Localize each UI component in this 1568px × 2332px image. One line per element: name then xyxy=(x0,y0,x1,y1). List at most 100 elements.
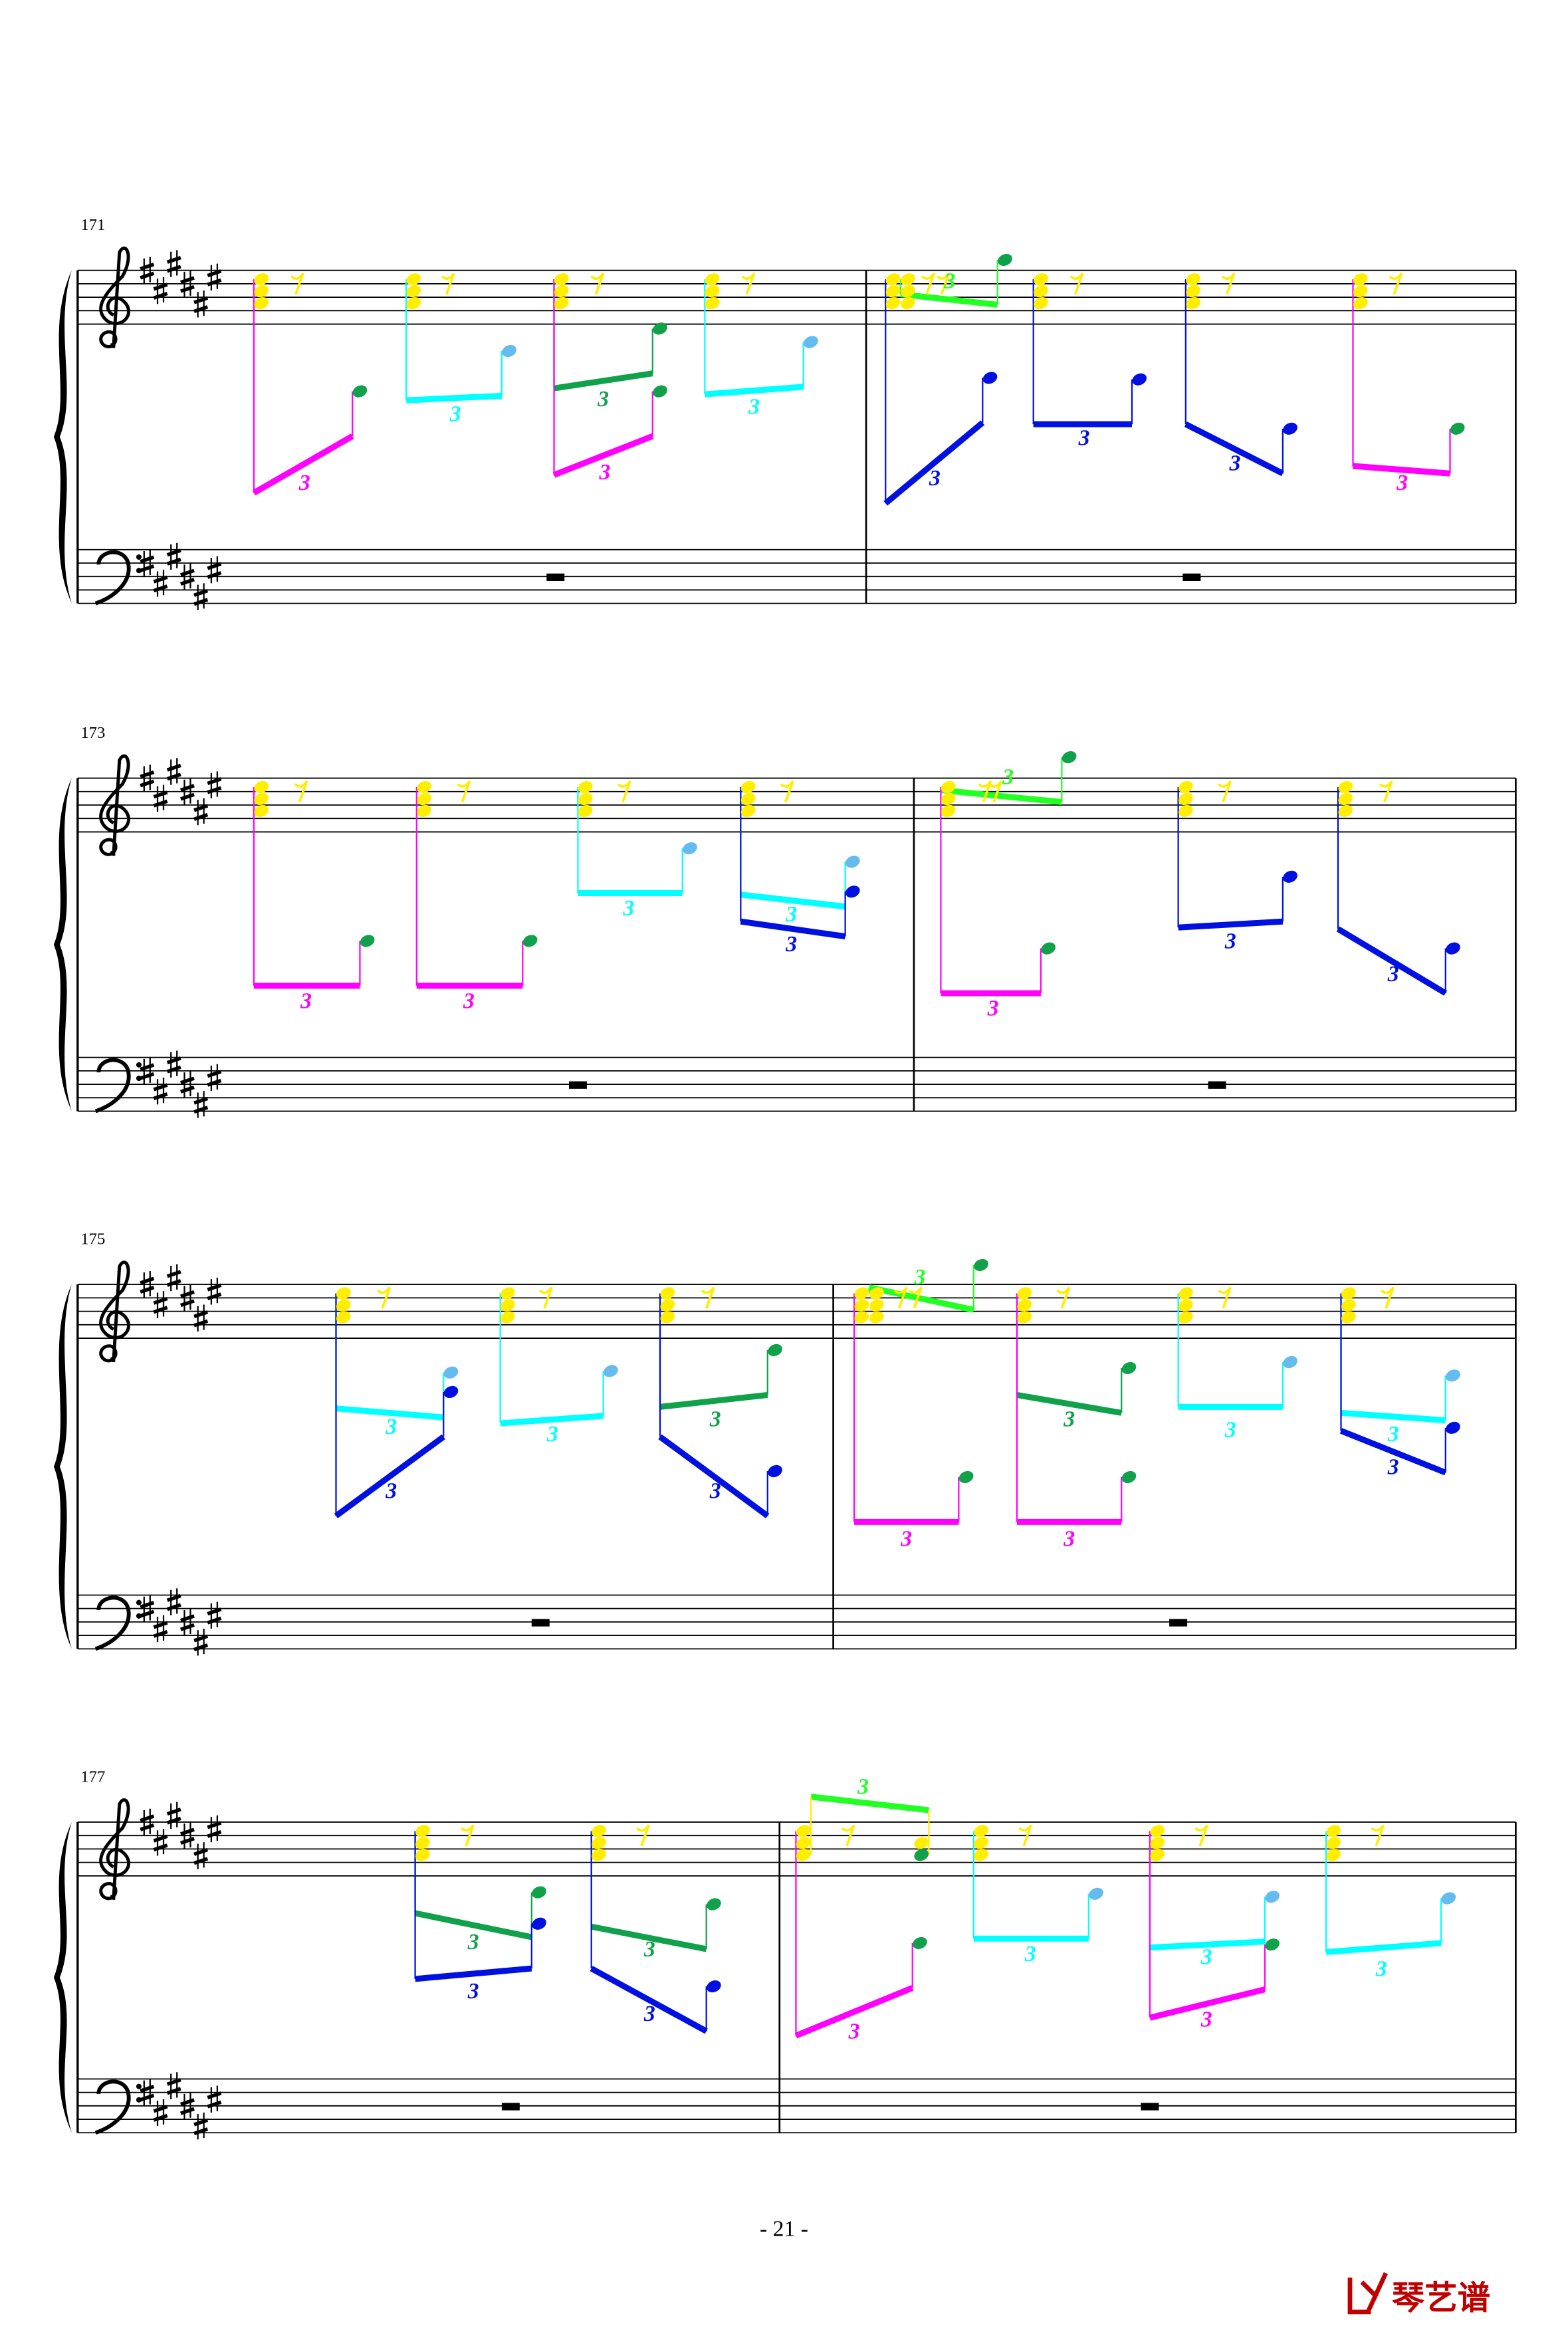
notehead xyxy=(592,1837,606,1849)
sharp xyxy=(179,568,195,586)
sharp xyxy=(193,1634,209,1652)
sharp xyxy=(183,1608,191,1636)
beam xyxy=(552,433,654,478)
sharp xyxy=(207,1070,222,1087)
measure-number: 175 xyxy=(80,1230,105,1248)
sharp xyxy=(207,269,222,287)
beam xyxy=(1149,1986,1266,2021)
treble-clef xyxy=(99,754,130,856)
sharp xyxy=(170,2072,178,2099)
notehead xyxy=(415,1849,430,1861)
notehead xyxy=(1121,1470,1137,1484)
notehead xyxy=(443,1366,459,1379)
tuplet-number: 3 xyxy=(385,1415,397,1439)
notehead xyxy=(1353,297,1368,310)
whole-rest xyxy=(568,1081,587,1089)
sharp xyxy=(183,270,191,298)
notehead xyxy=(1034,285,1048,298)
notehead xyxy=(705,285,720,298)
notehead xyxy=(1446,1421,1460,1434)
notehead xyxy=(1326,1837,1341,1849)
beam xyxy=(1149,1938,1266,1951)
notehead xyxy=(913,1936,927,1950)
notehead xyxy=(974,1825,988,1837)
whole-rest xyxy=(1208,1081,1226,1089)
whole-rest xyxy=(531,1619,550,1627)
whole-rest xyxy=(1141,2103,1159,2111)
notehead xyxy=(768,1343,782,1357)
notehead xyxy=(1283,870,1297,883)
notehead xyxy=(1178,804,1193,818)
sharp xyxy=(193,1847,209,1865)
beam xyxy=(1353,463,1450,477)
beam xyxy=(553,370,653,392)
notehead xyxy=(1338,780,1353,794)
notehead xyxy=(1326,1825,1341,1837)
tuplet-number: 3 xyxy=(709,1478,721,1503)
eighth-rest xyxy=(908,1286,923,1309)
eighth-rest xyxy=(1379,780,1393,803)
sharp xyxy=(179,784,195,801)
notehead xyxy=(417,780,431,794)
bass-clef-dot xyxy=(136,2083,142,2089)
notehead xyxy=(854,1287,869,1300)
notehead xyxy=(1089,1887,1103,1900)
beam xyxy=(590,1966,708,2034)
brace xyxy=(53,778,72,1111)
notehead xyxy=(415,1825,430,1837)
sharp xyxy=(210,1278,219,1305)
tuplet-number: 3 xyxy=(598,460,610,485)
notehead xyxy=(901,297,915,310)
notehead xyxy=(1150,1849,1165,1861)
sharp xyxy=(193,1096,209,1114)
whole-rest xyxy=(1182,573,1201,581)
sharp xyxy=(207,562,222,579)
notehead xyxy=(941,804,956,818)
notehead xyxy=(914,1849,929,1861)
sharp xyxy=(210,771,219,798)
tuplet-number: 3 xyxy=(1002,765,1014,790)
sharp xyxy=(210,1601,219,1629)
eighth-rest xyxy=(1380,1286,1395,1309)
notehead xyxy=(1338,804,1353,818)
notehead xyxy=(1062,751,1077,764)
sharp xyxy=(207,1821,222,1838)
sharp xyxy=(210,1815,219,1843)
notehead xyxy=(885,273,901,286)
sharp xyxy=(210,263,219,291)
sharp xyxy=(183,1070,191,1098)
beam xyxy=(336,1405,444,1421)
notehead xyxy=(417,804,431,818)
beam xyxy=(740,918,846,940)
notehead xyxy=(660,1287,675,1300)
notehead xyxy=(406,297,421,310)
notehead xyxy=(768,1464,782,1478)
sharp xyxy=(166,1270,181,1287)
sharp xyxy=(197,1091,205,1118)
notehead xyxy=(1034,297,1048,310)
treble-clef xyxy=(99,247,130,348)
notehead xyxy=(1132,373,1147,386)
notehead xyxy=(974,1837,988,1849)
sharp xyxy=(166,1807,181,1825)
notehead xyxy=(501,1311,515,1324)
sharp xyxy=(170,758,178,785)
tuplet-number: 3 xyxy=(1224,1417,1236,1442)
notehead xyxy=(982,372,998,384)
eighth-rest xyxy=(921,273,935,295)
eighth-rest xyxy=(741,273,756,295)
notehead xyxy=(1446,1369,1460,1382)
sharp xyxy=(153,1834,168,1852)
sharp xyxy=(153,2105,168,2122)
notehead xyxy=(804,336,818,348)
notehead xyxy=(1186,285,1200,298)
tuplet-number: 3 xyxy=(449,402,461,427)
notehead xyxy=(1041,942,1056,955)
notehead xyxy=(1353,285,1368,298)
notehead xyxy=(1017,1311,1032,1324)
tuplet-number: 3 xyxy=(1063,1407,1075,1432)
notehead xyxy=(707,1980,721,1993)
sharp xyxy=(193,1310,209,1328)
notehead xyxy=(254,273,269,286)
notehead xyxy=(707,1898,721,1911)
